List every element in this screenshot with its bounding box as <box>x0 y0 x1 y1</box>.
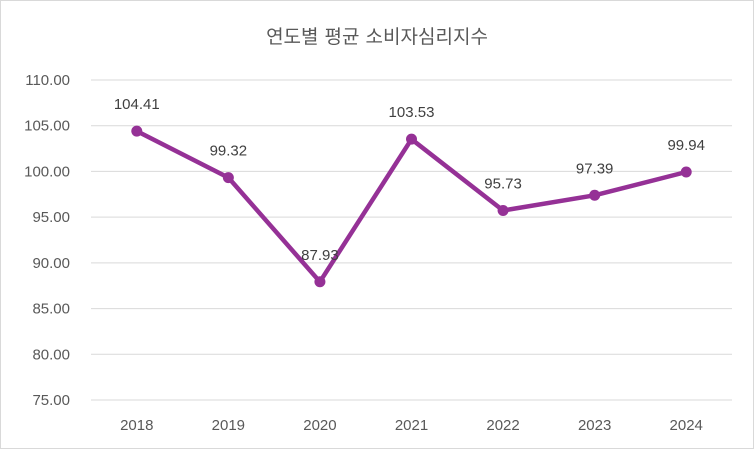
data-point-marker <box>131 125 143 137</box>
data-point-marker <box>222 172 234 184</box>
gridlines <box>91 79 732 401</box>
data-label: 103.53 <box>389 104 435 121</box>
chart-title: 연도별 평균 소비자심리지수 <box>266 26 488 48</box>
data-label: 97.39 <box>576 160 614 177</box>
data-label: 104.41 <box>114 96 160 113</box>
x-tick-label: 2023 <box>578 417 611 434</box>
x-axis-tick-labels: 2018 2019 2020 2021 2022 2023 2024 <box>120 417 703 434</box>
data-point-marker <box>406 133 417 145</box>
data-point-marker <box>680 166 692 178</box>
x-tick-label: 2021 <box>395 417 428 434</box>
y-tick-label: 75.00 <box>32 392 70 409</box>
y-tick-label: 90.00 <box>32 255 70 272</box>
x-tick-label: 2018 <box>120 417 153 434</box>
y-tick-label: 80.00 <box>32 346 70 363</box>
data-label: 95.73 <box>484 175 522 192</box>
y-axis-tick-labels: 75.00 80.00 85.00 90.00 95.00 100.00 105.00 110… <box>24 72 70 409</box>
data-label: 87.93 <box>301 247 339 264</box>
data-label: 99.94 <box>667 137 705 154</box>
data-point-marker <box>497 204 509 216</box>
x-tick-label: 2020 <box>303 417 336 434</box>
y-tick-label: 85.00 <box>32 301 70 318</box>
series-markers <box>131 125 692 288</box>
data-labels: 104.41 99.32 87.93 103.53 95.73 97.39 99.94 <box>114 96 705 264</box>
y-tick-label: 105.00 <box>24 118 70 135</box>
y-tick-label: 95.00 <box>32 209 70 226</box>
x-tick-label: 2019 <box>212 417 245 434</box>
y-tick-label: 110.00 <box>25 72 70 89</box>
data-point-marker <box>589 189 601 201</box>
x-tick-label: 2022 <box>486 417 519 434</box>
data-point-marker <box>314 276 326 288</box>
y-tick-label: 100.00 <box>24 163 70 180</box>
data-label: 99.32 <box>210 143 248 160</box>
x-tick-label: 2024 <box>670 417 703 434</box>
